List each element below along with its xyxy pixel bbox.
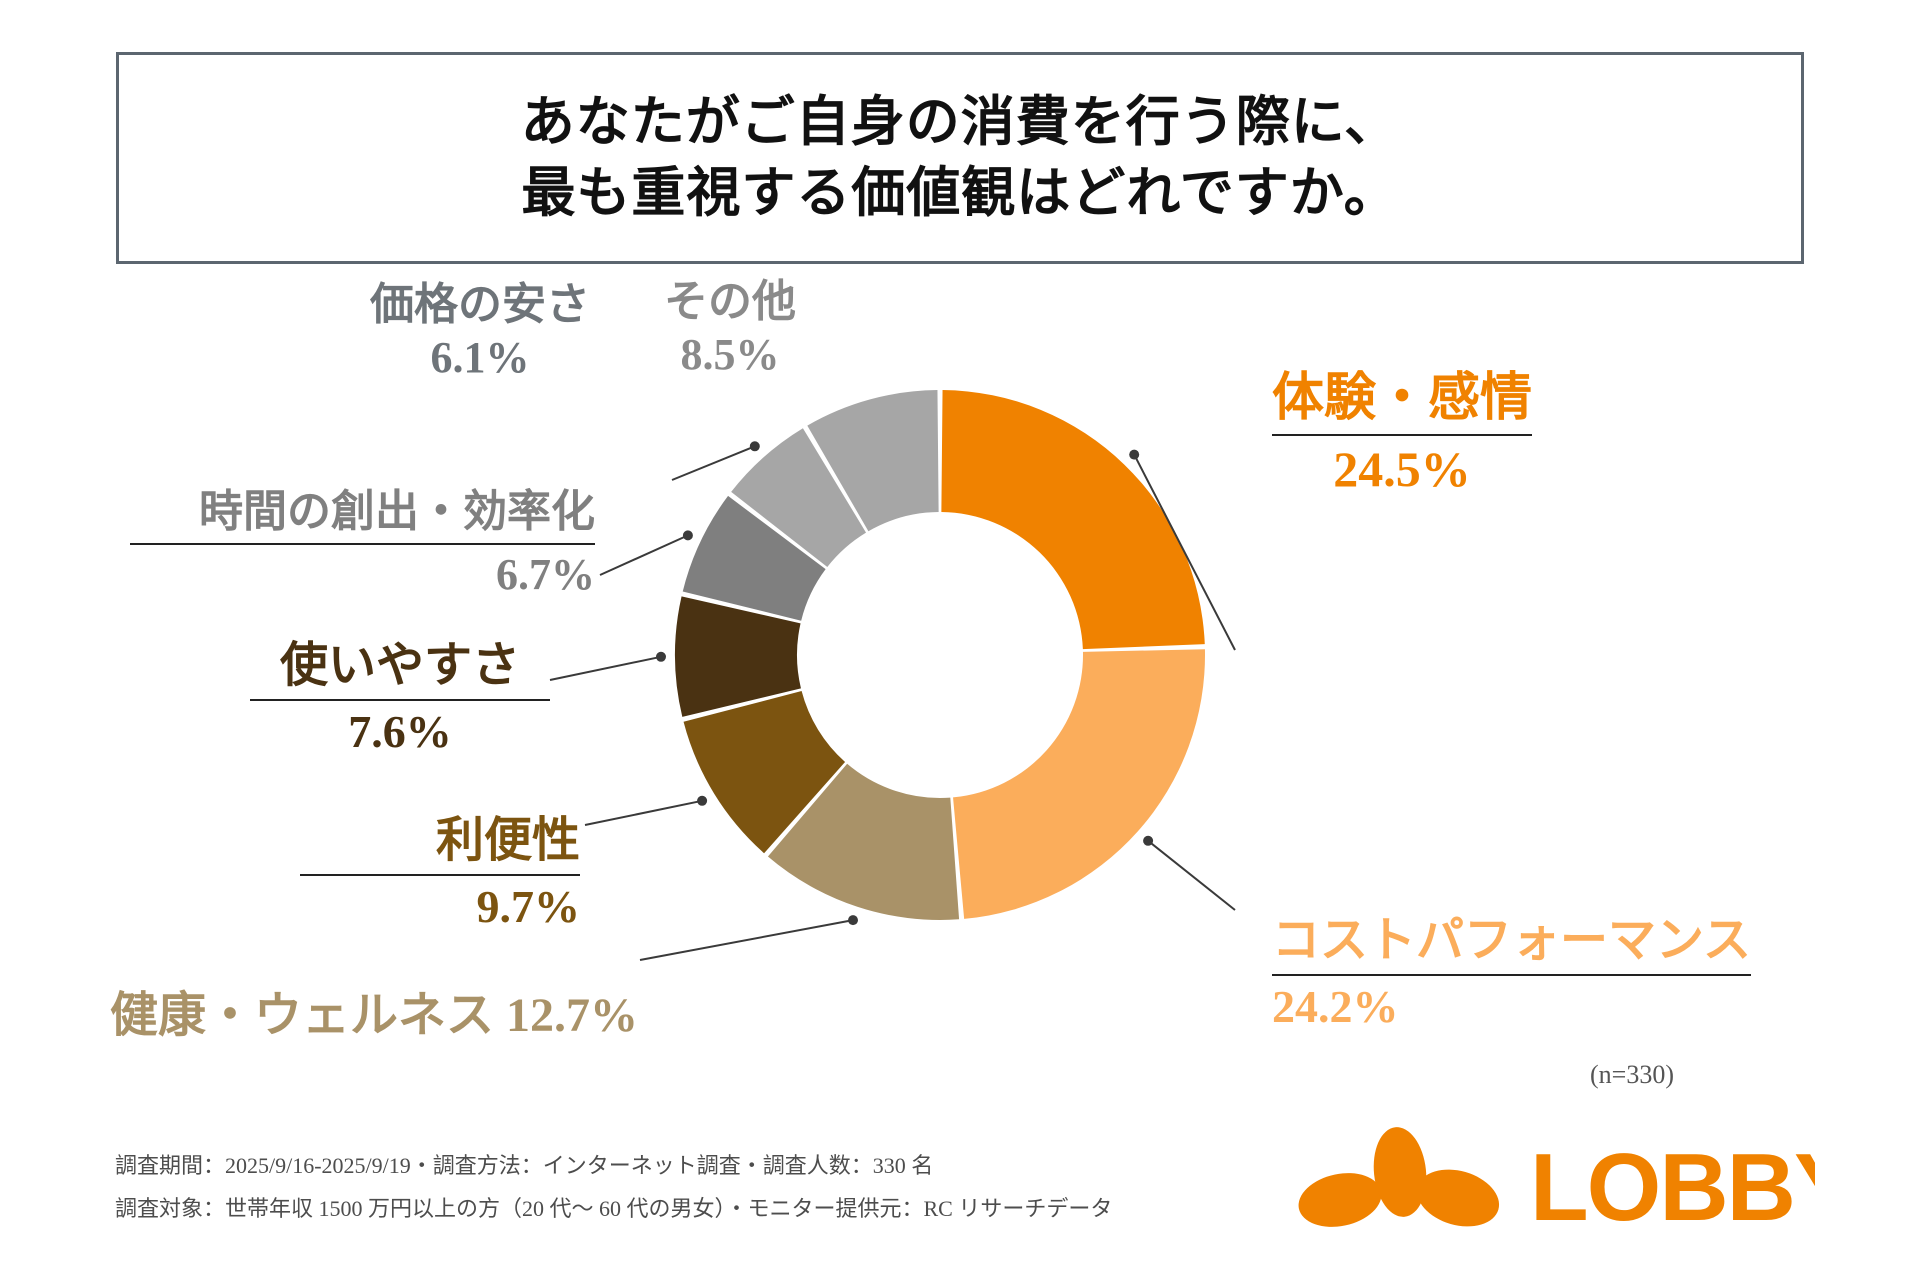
donut-slice-1[interactable] <box>953 649 1205 919</box>
leader-dot-3 <box>697 795 708 806</box>
sample-size-label: (n=330) <box>1590 1060 1674 1089</box>
lobby-logo: LOBBY <box>1295 1120 1859 1241</box>
leader-dot-2 <box>848 915 858 926</box>
leader-dot-5 <box>682 530 693 541</box>
leader-line-5 <box>599 534 689 576</box>
callout-name-experience: 体験・感情 <box>1272 355 1533 436</box>
callout-label-cost-performance: コストパフォーマンス 24.2% <box>1272 900 1752 1033</box>
callout-label-low-price: 価格の安さ 6.1% <box>360 268 600 383</box>
callout-pct-cost-performance: 24.2% <box>1272 981 1399 1032</box>
leader-line-3 <box>584 799 703 826</box>
donut-slice-7[interactable] <box>807 390 939 532</box>
leader-dot-4 <box>656 651 666 662</box>
lobby-wordmark: LOBBY <box>1530 1134 1815 1240</box>
leader-dot-group <box>656 441 1154 926</box>
callout-label-experience: 体験・感情 24.5% <box>1272 355 1533 498</box>
donut-slice-5[interactable] <box>682 495 826 621</box>
callout-text-health-wellness: 健康・ウェルネス 12.7% <box>110 989 639 1042</box>
donut-chart-svg <box>549 390 1236 961</box>
donut-chart <box>0 255 1920 1085</box>
callout-pct-low-price: 6.1% <box>430 333 530 382</box>
callout-name-time-efficiency: 時間の創出・効率化 <box>130 475 595 545</box>
donut-slice-3[interactable] <box>683 691 846 854</box>
callout-label-time-efficiency: 時間の創出・効率化 6.7% <box>130 475 595 600</box>
leader-dot-0 <box>1129 449 1140 460</box>
callout-name-usability: 使いやすさ <box>250 625 550 701</box>
footnote-line-2: 調査対象：世帯年収 1500 万円以上の方（20 代〜 60 代の男女）・モニタ… <box>115 1195 1113 1221</box>
callout-pct-time-efficiency: 6.7% <box>496 550 595 599</box>
leader-dot-6 <box>749 441 760 452</box>
donut-slice-2[interactable] <box>767 763 960 920</box>
donut-slice-group <box>675 390 1205 920</box>
callout-name-low-price: 価格の安さ <box>370 280 590 329</box>
leader-line-1 <box>1147 840 1236 911</box>
callout-label-other: その他 8.5% <box>640 265 820 380</box>
donut-slice-6[interactable] <box>731 428 867 567</box>
callout-pct-usability: 7.6% <box>348 706 452 757</box>
title-box: あなたがご自身の消費を行う際に、 最も重視する価値観はどれですか。 <box>116 52 1804 264</box>
callout-label-usability: 使いやすさ 7.6% <box>250 625 550 758</box>
lobby-logo-svg: LOBBY <box>1298 1127 1859 1241</box>
callout-pct-convenience: 9.7% <box>476 881 581 932</box>
donut-slice-0[interactable] <box>941 390 1205 650</box>
lobby-leaf-icon <box>1298 1127 1500 1227</box>
footnote-line-1: 調査期間：2025/9/16-2025/9/19・調査方法：インターネット調査・… <box>115 1153 934 1178</box>
leader-line-4 <box>549 655 662 681</box>
page-title-line-2: 最も重視する価値観はどれですか。 <box>521 163 1399 223</box>
footnotes: 調査期間：2025/9/16-2025/9/19・調査方法：インターネット調査・… <box>115 1145 1112 1231</box>
callout-name-other: その他 <box>664 277 796 326</box>
callout-name-cost-performance: コストパフォーマンス <box>1272 900 1752 976</box>
callout-pct-experience: 24.5% <box>1333 441 1471 497</box>
leader-line-6 <box>671 445 756 481</box>
callout-label-health-wellness: 健康・ウェルネス 12.7% <box>110 975 638 1045</box>
leader-line-2 <box>639 919 854 961</box>
donut-slice-4[interactable] <box>675 596 801 717</box>
leader-line-group <box>549 445 1236 961</box>
callout-label-convenience: 利便性 9.7% <box>300 800 580 933</box>
page-title-line-1: あなたがご自身の消費を行う際に、 <box>520 91 1400 152</box>
leader-line-0 <box>1133 454 1236 651</box>
callout-name-convenience: 利便性 <box>300 800 580 876</box>
callout-pct-other: 8.5% <box>680 330 780 379</box>
leader-dot-1 <box>1143 835 1154 846</box>
